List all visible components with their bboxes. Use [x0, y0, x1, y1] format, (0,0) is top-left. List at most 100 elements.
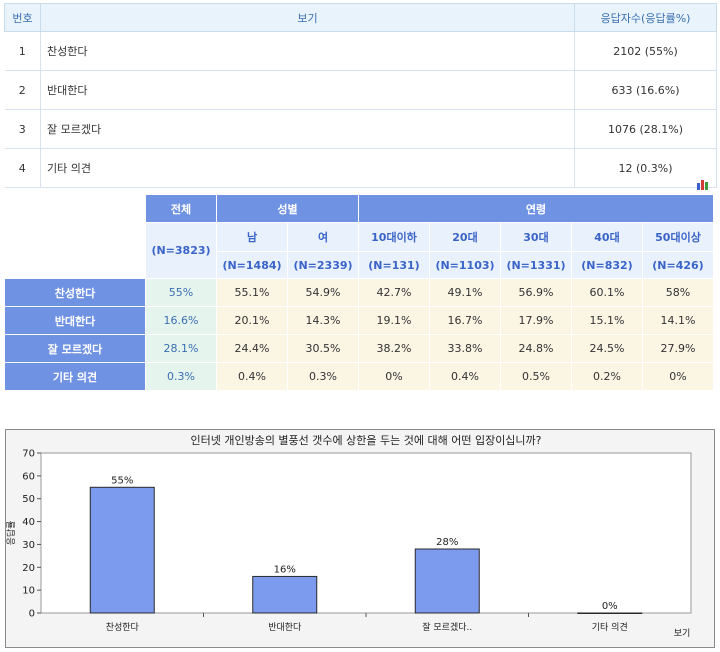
n-40s: (N=832)	[572, 252, 642, 278]
summary-header-row: 번호 보기 응답자수(응답률%)	[4, 3, 717, 32]
cell: 0%	[359, 363, 429, 390]
n-row: (N=1484) (N=2339) (N=131) (N=1103) (N=13…	[5, 252, 713, 278]
cell: 24.4%	[217, 335, 287, 362]
sub-header-50s: 50대이상	[643, 223, 713, 251]
cell: 24.5%	[572, 335, 642, 362]
x-tick-label: 반대한다	[268, 622, 302, 633]
n-female: (N=2339)	[288, 252, 358, 278]
cell: 58%	[643, 279, 713, 306]
bar	[577, 612, 643, 614]
response-count: 633 (16.6%)	[574, 70, 717, 110]
cell: 0.5%	[501, 363, 571, 390]
response-count: 2102 (55%)	[574, 31, 717, 71]
cell: 27.9%	[643, 335, 713, 362]
table-row: 잘 모르겠다 28.1% 24.4% 30.5% 38.2% 33.8% 24.…	[5, 335, 713, 362]
bar-value-label: 16%	[274, 564, 296, 575]
sub-header-30s: 30대	[501, 223, 571, 251]
response-count: 12 (0.3%)	[574, 148, 717, 188]
bar-value-label: 55%	[111, 475, 133, 486]
header-total: 전체	[146, 195, 216, 222]
bar-value-label: 0%	[602, 601, 618, 612]
row-label: 잘 모르겠다	[5, 335, 145, 362]
table-row: 찬성한다 55% 55.1% 54.9% 42.7% 49.1% 56.9% 6…	[5, 279, 713, 306]
cell-total: 28.1%	[146, 335, 216, 362]
header-gender: 성별	[217, 195, 358, 222]
bar-chart-svg: 인터넷 개인방송의 별풍선 갯수에 상한을 두는 것에 대해 어떤 입장이십니까…	[6, 433, 692, 639]
cell-total: 0.3%	[146, 363, 216, 390]
row-number: 3	[4, 109, 41, 149]
cell-total: 55%	[146, 279, 216, 306]
option-label: 반대한다	[40, 70, 575, 110]
cell: 54.9%	[288, 279, 358, 306]
x-axis-label: 보기	[674, 628, 691, 639]
x-tick-label: 기타 의견	[592, 621, 628, 633]
cell: 19.1%	[359, 307, 429, 334]
cell: 49.1%	[430, 279, 500, 306]
cell: 0.4%	[430, 363, 500, 390]
sub-header-row: (N=3823) 남 여 10대이하 20대 30대 40대 50대이상	[5, 223, 713, 278]
table-row: 3 잘 모르겠다 1076 (28.1%)	[4, 109, 717, 149]
bar-value-label: 28%	[436, 537, 458, 548]
cell: 0.3%	[288, 363, 358, 390]
row-number: 1	[4, 31, 41, 71]
cell: 55.1%	[217, 279, 287, 306]
bar	[252, 575, 318, 614]
cell: 14.1%	[643, 307, 713, 334]
row-label: 찬성한다	[5, 279, 145, 306]
x-tick-label: 잘 모르겠다..	[422, 621, 472, 633]
bar	[89, 486, 155, 614]
sub-header-40s: 40대	[572, 223, 642, 251]
y-tick-label: 20	[22, 563, 35, 574]
x-tick-label: 찬성한다	[106, 622, 140, 633]
cell: 60.1%	[572, 279, 642, 306]
row-number: 2	[4, 70, 41, 110]
summary-table: 번호 보기 응답자수(응답률%) 1 찬성한다 2102 (55%) 2 반대한…	[4, 3, 717, 188]
sub-header-female: 여	[288, 223, 358, 251]
n-teens: (N=131)	[359, 252, 429, 278]
cell: 17.9%	[501, 307, 571, 334]
y-axis-label: 응답률	[6, 521, 17, 546]
y-tick-label: 70	[22, 449, 35, 460]
cell: 42.7%	[359, 279, 429, 306]
y-tick-label: 40	[22, 517, 35, 528]
header-no: 번호	[4, 3, 41, 32]
table-row: 1 찬성한다 2102 (55%)	[4, 31, 717, 71]
header-count: 응답자수(응답률%)	[574, 3, 717, 32]
table-row: 반대한다 16.6% 20.1% 14.3% 19.1% 16.7% 17.9%…	[5, 307, 713, 334]
cell: 30.5%	[288, 335, 358, 362]
row-label: 기타 의견	[5, 363, 145, 390]
cell: 15.1%	[572, 307, 642, 334]
cell: 0.4%	[217, 363, 287, 390]
y-tick-label: 10	[22, 586, 35, 597]
bar-chart: 인터넷 개인방송의 별풍선 갯수에 상한을 두는 것에 대해 어떤 입장이십니까…	[5, 429, 715, 648]
y-tick-label: 50	[22, 494, 35, 505]
table-row: 4 기타 의견 12 (0.3%)	[4, 148, 717, 188]
row-number: 4	[4, 148, 41, 188]
cell: 14.3%	[288, 307, 358, 334]
cell: 20.1%	[217, 307, 287, 334]
n-20s: (N=1103)	[430, 252, 500, 278]
row-label: 반대한다	[5, 307, 145, 334]
cell-total: 16.6%	[146, 307, 216, 334]
chart-title: 인터넷 개인방송의 별풍선 갯수에 상한을 두는 것에 대해 어떤 입장이십니까…	[190, 433, 541, 447]
y-tick-label: 0	[29, 609, 35, 620]
bar	[414, 548, 480, 614]
group-header-row: 전체 성별 연령	[5, 195, 713, 278]
n-male: (N=1484)	[217, 252, 287, 278]
n-30s: (N=1331)	[501, 252, 571, 278]
option-label: 잘 모르겠다	[40, 109, 575, 149]
n-total: (N=3823)	[146, 223, 216, 278]
option-label: 찬성한다	[40, 31, 575, 71]
option-label: 기타 의견	[40, 148, 575, 188]
sub-header-20s: 20대	[430, 223, 500, 251]
response-count: 1076 (28.1%)	[574, 109, 717, 149]
n-50s: (N=426)	[643, 252, 713, 278]
bar-chart-icon[interactable]	[696, 178, 710, 190]
header-option: 보기	[40, 3, 575, 32]
corner-blank	[5, 195, 145, 278]
breakdown-table: 전체 성별 연령 (N=3823) 남 여 10대이하 20대 30대 40대 …	[4, 194, 714, 391]
sub-header-male: 남	[217, 223, 287, 251]
cell: 0%	[643, 363, 713, 390]
cell: 38.2%	[359, 335, 429, 362]
y-tick-label: 60	[22, 471, 35, 482]
